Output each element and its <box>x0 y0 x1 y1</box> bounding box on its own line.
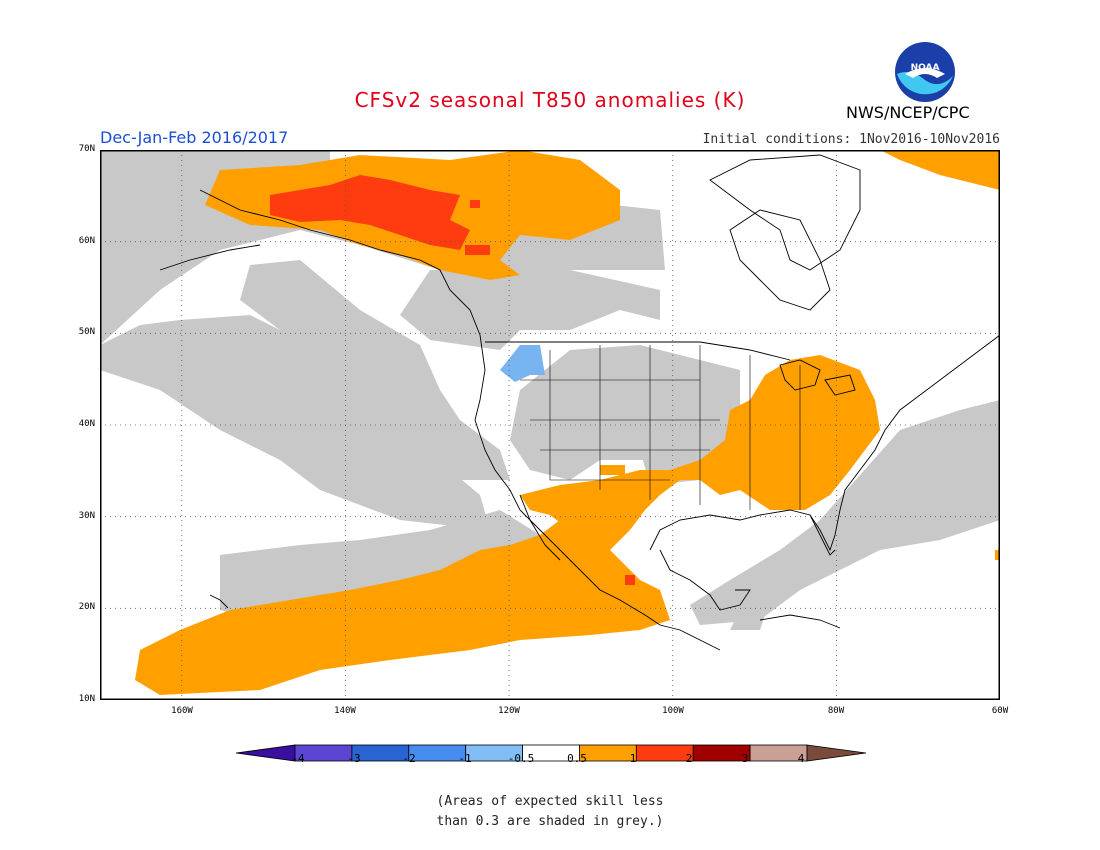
legend-label-neg4: -4 <box>291 752 305 765</box>
lon-label-120w: 120W <box>498 706 520 716</box>
anomaly-map <box>100 150 1000 700</box>
lat-label-50n: 50N <box>78 327 95 337</box>
legend-label-neg2: -2 <box>402 752 416 765</box>
legend-label-neg0-5: -0.5 <box>507 752 535 765</box>
legend-label-0-5: 0.5 <box>567 752 587 765</box>
lon-label-140w: 140W <box>334 706 356 716</box>
period-label: Dec-Jan-Feb 2016/2017 <box>100 128 289 147</box>
colorbar <box>236 744 866 762</box>
initial-conditions-label: Initial conditions: 1Nov2016-10Nov2016 <box>702 132 1000 147</box>
legend-label-1: 1 <box>629 752 637 765</box>
lon-label-100w: 100W <box>662 706 684 716</box>
lat-label-40n: 40N <box>78 419 95 429</box>
lat-label-70n: 70N <box>78 144 95 154</box>
colorbar-segment <box>806 744 866 762</box>
map-frame <box>100 150 1000 700</box>
cool-anomaly-neg-0-5-to-neg-1 <box>500 345 545 382</box>
legend-label-2: 2 <box>685 752 693 765</box>
lon-label-160w: 160W <box>171 706 193 716</box>
lat-label-60n: 60N <box>78 236 95 246</box>
warm-anomaly-1-to-2 <box>270 175 635 585</box>
skill-note-line-1: (Areas of expected skill less <box>436 794 664 809</box>
skill-note: (Areas of expected skill less than 0.3 a… <box>400 792 700 832</box>
lat-lon-grid <box>100 150 1000 700</box>
chart-title: CFSv2 seasonal T850 anomalies (K) <box>354 88 746 112</box>
legend-label-3: 3 <box>741 752 749 765</box>
lat-label-20n: 20N <box>78 602 95 612</box>
lon-label-60w: 60W <box>991 706 1009 716</box>
coastlines <box>159 154 1000 651</box>
lat-label-30n: 30N <box>78 511 95 521</box>
legend-label-neg3: -3 <box>347 752 361 765</box>
lon-label-80w: 80W <box>827 706 845 716</box>
noaa-logo: NOAA <box>895 42 955 102</box>
skill-note-line-2: than 0.3 are shaded in grey.) <box>436 814 664 829</box>
legend-label-4: 4 <box>797 752 805 765</box>
agency-label: NWS/NCEP/CPC <box>846 103 970 122</box>
lat-label-10n: 10N <box>78 694 95 704</box>
noaa-logo-text: NOAA <box>911 63 940 73</box>
legend-label-neg1: -1 <box>458 752 472 765</box>
